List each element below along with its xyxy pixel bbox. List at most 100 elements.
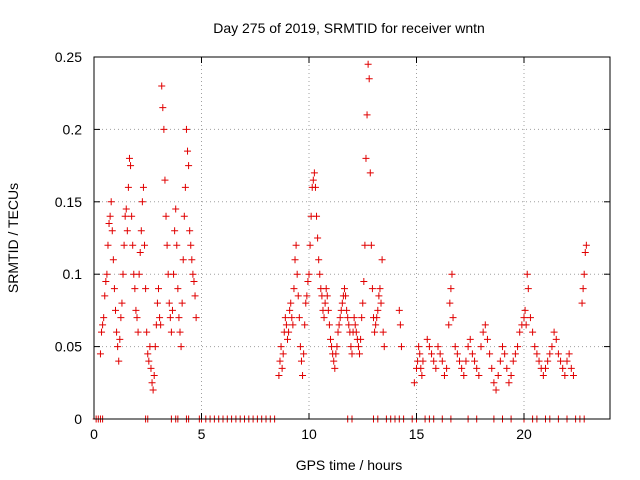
data-point [579, 285, 587, 293]
data-point [286, 306, 294, 314]
data-point [315, 256, 323, 264]
data-point [529, 328, 537, 336]
y-tick-label: 0 [74, 411, 82, 427]
data-point [117, 314, 125, 322]
data-point [375, 292, 383, 300]
data-point [287, 299, 295, 307]
y-axis-ticks: 0 0.05 0.1 0.15 0.2 0.25 [55, 49, 610, 427]
data-point [184, 147, 192, 155]
data-point [157, 321, 165, 329]
data-point [516, 328, 524, 336]
data-point [139, 183, 147, 191]
data-point [177, 343, 185, 351]
data-point [423, 335, 431, 343]
x-tick-label: 20 [516, 426, 532, 442]
data-point [366, 169, 374, 177]
data-point [453, 350, 461, 358]
data-point [533, 350, 541, 358]
data-point [451, 343, 459, 351]
x-axis-ticks: 0 5 10 15 20 [90, 57, 532, 442]
data-point [159, 104, 167, 112]
data-point [168, 306, 176, 314]
data-point [299, 372, 307, 380]
data-point [539, 372, 547, 380]
data-point [363, 111, 371, 119]
data-point [166, 314, 174, 322]
data-point [323, 292, 331, 300]
data-point [395, 306, 403, 314]
x-tick-label: 0 [90, 426, 98, 442]
data-point [148, 379, 156, 387]
data-point [113, 328, 121, 336]
data-point [322, 285, 330, 293]
data-point [499, 343, 506, 351]
data-point [103, 270, 111, 278]
data-point [546, 350, 554, 358]
data-point [279, 350, 287, 358]
data-point [149, 386, 157, 394]
data-point [526, 314, 534, 322]
data-point [171, 227, 179, 235]
data-point [110, 285, 118, 293]
data-point [376, 285, 384, 293]
data-point [161, 176, 169, 184]
data-point [557, 357, 565, 365]
data-point [115, 357, 123, 365]
data-point [358, 314, 366, 322]
data-point [468, 350, 476, 358]
data-point [360, 277, 368, 285]
data-point [175, 314, 183, 322]
data-point [565, 350, 573, 358]
grid-lines [94, 57, 610, 419]
data-point [578, 299, 586, 307]
data-point [297, 357, 305, 365]
x-tick-label: 5 [198, 426, 206, 442]
data-point [114, 343, 122, 351]
data-point [336, 314, 344, 322]
data-point [324, 306, 332, 314]
data-point [475, 372, 483, 380]
data-point [277, 343, 285, 351]
data-point [294, 292, 302, 300]
data-points [92, 60, 590, 423]
data-point [300, 350, 308, 358]
data-point [296, 343, 304, 351]
data-point [309, 176, 317, 184]
data-point [494, 372, 502, 380]
data-point [310, 169, 318, 177]
data-point [182, 125, 190, 133]
data-point [348, 350, 356, 358]
data-point [343, 306, 351, 314]
data-point [191, 292, 199, 300]
data-point [544, 357, 552, 365]
data-point [108, 227, 116, 235]
data-point [561, 372, 569, 380]
data-point [125, 154, 133, 162]
data-point [430, 357, 438, 365]
data-point [509, 357, 517, 365]
data-point [189, 270, 197, 278]
data-point [456, 357, 463, 365]
data-point [173, 241, 181, 249]
data-point [136, 248, 144, 256]
data-point [302, 299, 310, 307]
data-point [100, 314, 108, 322]
data-point [96, 350, 104, 358]
y-tick-label: 0.25 [55, 49, 82, 65]
data-point [327, 335, 334, 343]
data-point [333, 343, 341, 351]
data-point [288, 314, 296, 322]
data-point [438, 357, 446, 365]
data-point [330, 357, 338, 365]
data-point [107, 198, 115, 206]
data-point [190, 277, 198, 285]
data-point [186, 227, 194, 235]
data-point [106, 212, 114, 220]
data-point [418, 372, 426, 380]
data-point [181, 183, 189, 191]
data-point [460, 372, 468, 380]
data-point [521, 306, 529, 314]
chart-title: Day 275 of 2019, SRMTID for receiver wnt… [213, 20, 485, 36]
data-point [124, 183, 132, 191]
data-point [479, 328, 487, 336]
